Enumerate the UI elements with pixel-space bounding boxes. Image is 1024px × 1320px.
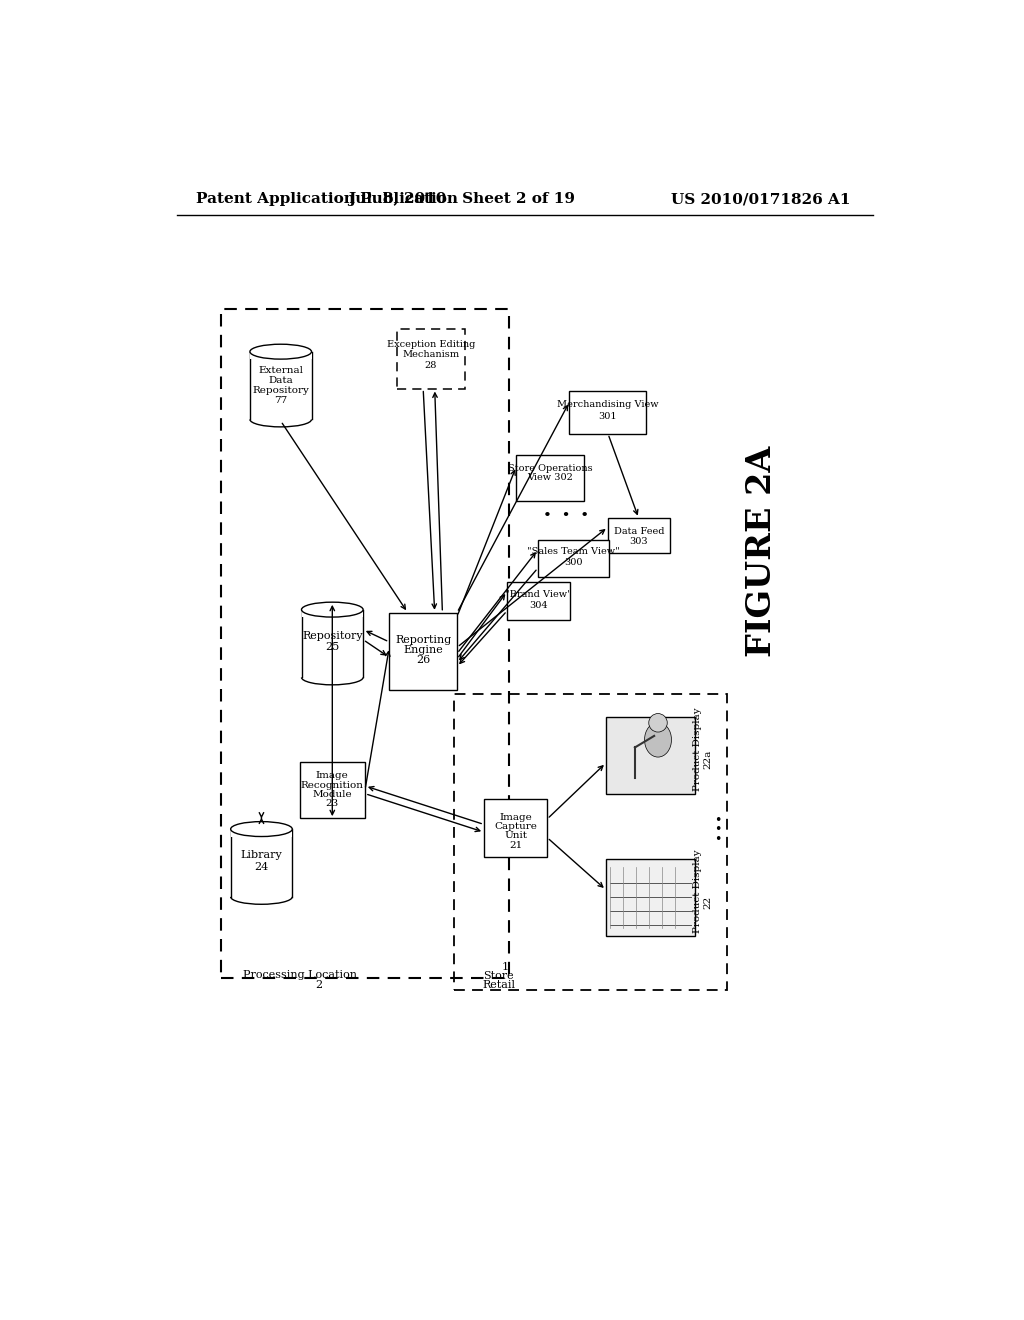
Circle shape (649, 714, 668, 733)
Text: 22: 22 (703, 895, 712, 909)
Text: Module: Module (312, 789, 352, 799)
Bar (250, 351, 311, 359)
Bar (397, 329, 465, 388)
Bar (608, 519, 670, 553)
Text: •: • (714, 824, 721, 837)
Text: 25: 25 (326, 643, 339, 652)
Text: 24: 24 (254, 862, 268, 871)
Text: US 2010/0171826 A1: US 2010/0171826 A1 (671, 193, 851, 206)
Bar (484, 800, 547, 857)
Ellipse shape (644, 722, 672, 758)
Text: 1: 1 (502, 962, 509, 972)
Text: Library: Library (241, 850, 283, 861)
Text: 21: 21 (509, 841, 522, 850)
Text: Merchandising View: Merchandising View (557, 400, 658, 409)
Bar (538, 540, 608, 577)
Text: "Brand View": "Brand View" (505, 590, 572, 599)
Bar (454, 693, 727, 990)
Bar (569, 391, 646, 434)
Bar (301, 609, 364, 616)
Bar (389, 612, 457, 689)
Bar (230, 829, 292, 896)
Text: 304: 304 (529, 601, 548, 610)
Text: Product Display: Product Display (693, 850, 702, 933)
Text: 2: 2 (315, 979, 323, 990)
Text: •  •  •: • • • (543, 510, 589, 524)
Text: Unit: Unit (504, 832, 527, 841)
Text: FIGURE 2A: FIGURE 2A (745, 445, 778, 657)
Bar (507, 582, 570, 620)
Bar (301, 610, 364, 677)
Text: Image: Image (499, 813, 531, 822)
Bar (250, 351, 311, 420)
Text: Data: Data (268, 376, 293, 384)
Text: 77: 77 (274, 396, 288, 405)
Text: Reporting: Reporting (395, 635, 452, 644)
Ellipse shape (301, 602, 364, 616)
Text: Patent Application Publication: Patent Application Publication (196, 193, 458, 206)
Bar (221, 309, 509, 978)
Ellipse shape (250, 345, 311, 359)
Text: "Sales Team View": "Sales Team View" (527, 548, 620, 556)
Text: External: External (258, 366, 303, 375)
Text: Data Feed: Data Feed (613, 527, 664, 536)
Text: 28: 28 (425, 362, 437, 370)
Text: Engine: Engine (403, 644, 443, 655)
Text: Processing Location: Processing Location (243, 970, 357, 979)
Text: Store Operations: Store Operations (508, 465, 593, 473)
Text: Retail: Retail (482, 981, 515, 990)
Ellipse shape (230, 821, 292, 837)
Text: Image: Image (316, 771, 349, 780)
Text: Product Display: Product Display (693, 708, 702, 791)
Bar (606, 859, 694, 936)
Text: Exception Editing: Exception Editing (387, 341, 475, 350)
Text: 303: 303 (630, 537, 648, 545)
Text: Repository: Repository (302, 631, 362, 640)
Bar (606, 717, 694, 793)
Text: Store: Store (483, 972, 514, 981)
Text: Mechanism: Mechanism (402, 350, 460, 359)
Text: •: • (714, 833, 721, 846)
Text: View 302: View 302 (527, 474, 573, 482)
Text: 301: 301 (599, 412, 617, 421)
Text: Repository: Repository (252, 385, 309, 395)
Text: 26: 26 (416, 656, 430, 665)
Bar (516, 455, 584, 502)
Text: Recognition: Recognition (301, 780, 364, 789)
Text: •: • (714, 814, 721, 828)
Text: Capture: Capture (495, 822, 537, 832)
Text: Jul. 8, 2010   Sheet 2 of 19: Jul. 8, 2010 Sheet 2 of 19 (348, 193, 575, 206)
Bar (300, 762, 365, 817)
Bar (230, 829, 292, 837)
Text: 300: 300 (564, 558, 583, 568)
Text: 23: 23 (326, 799, 339, 808)
Text: 22a: 22a (703, 750, 712, 770)
